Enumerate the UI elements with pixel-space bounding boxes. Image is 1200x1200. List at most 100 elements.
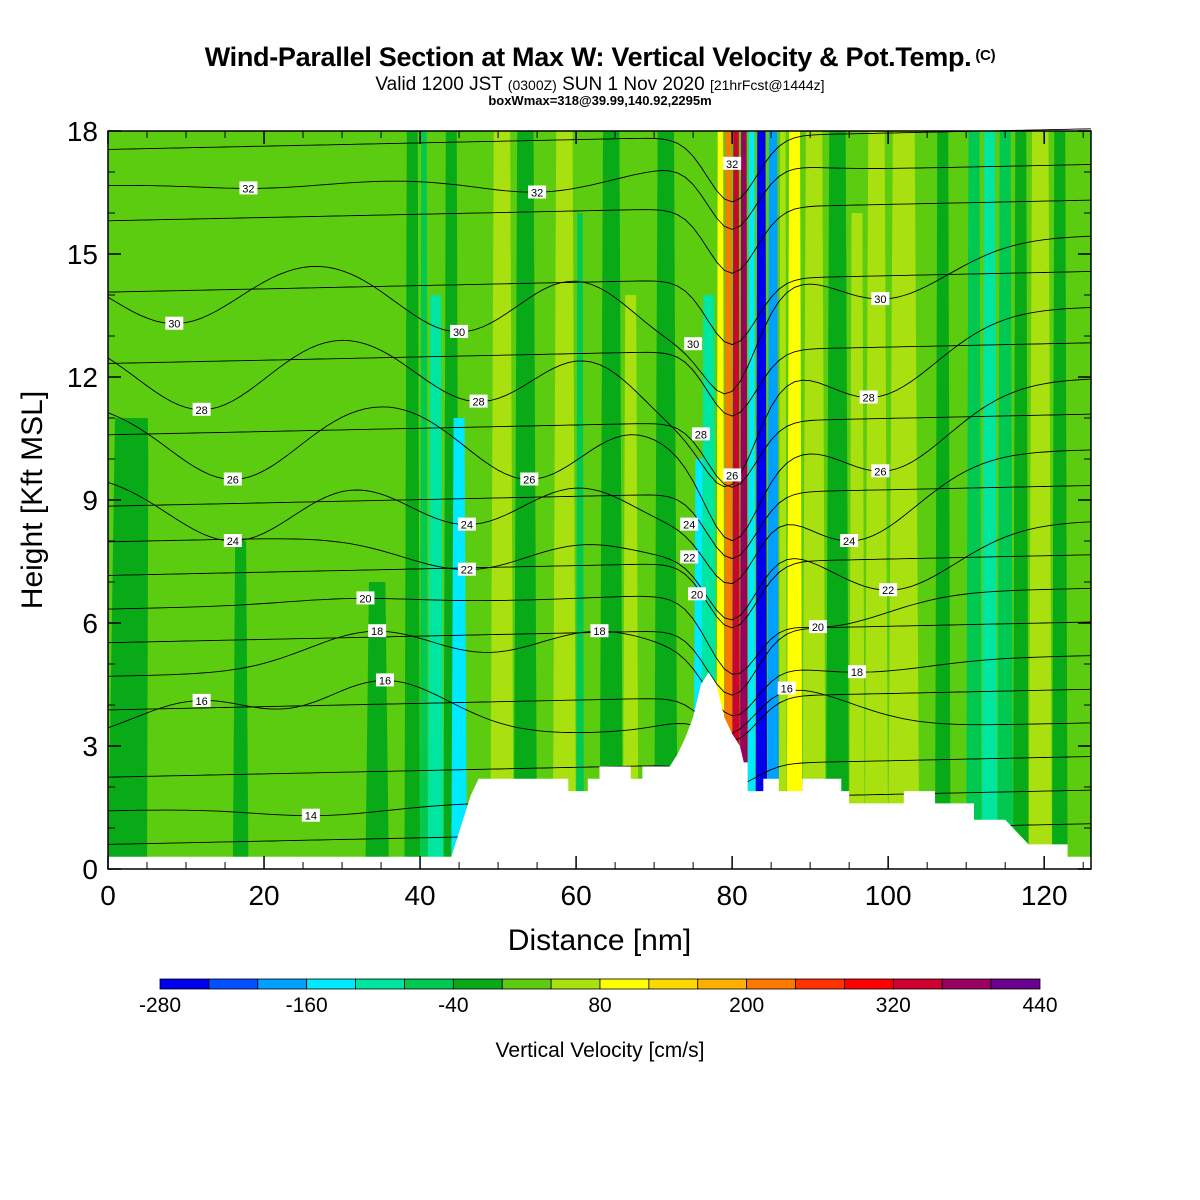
theta-contour-24 xyxy=(107,449,1092,585)
velocity-band-21 xyxy=(732,131,740,869)
colorbar-swatch-0 xyxy=(159,978,210,990)
velocity-band-15 xyxy=(622,295,639,869)
contour-label-9: 28 xyxy=(691,427,710,441)
contour-label-19: 22 xyxy=(457,562,476,577)
colorbar-swatch-8 xyxy=(550,978,601,990)
velocity-band-9 xyxy=(490,131,514,869)
velocity-band-6 xyxy=(427,295,444,869)
contour-label-26: 18 xyxy=(590,624,609,638)
theta-contour-23 xyxy=(107,485,1092,560)
colorbar-swatch-11 xyxy=(697,978,748,990)
colorbar-label-4: 200 xyxy=(729,994,764,1017)
contour-label-31: 14 xyxy=(301,808,320,823)
velocity-band-35 xyxy=(981,131,998,869)
colorbar-swatch-16 xyxy=(941,978,992,990)
contour-label-text: 32 xyxy=(726,159,738,171)
contour-label-29: 16 xyxy=(375,673,394,687)
velocity-band-22 xyxy=(739,131,748,869)
x-tick-label-6: 120 xyxy=(1021,880,1068,911)
subtitle-forecast: [21hrFcst@1444z] xyxy=(709,77,825,93)
y-tick-label-2: 6 xyxy=(82,608,98,639)
contour-label-box xyxy=(691,427,710,441)
velocity-band-38 xyxy=(1028,131,1052,869)
theta-contour-32 xyxy=(107,164,1092,230)
velocity-band-1 xyxy=(147,131,163,869)
contour-label-text: 26 xyxy=(227,475,239,487)
contour-label-text: 32 xyxy=(531,188,543,200)
subtitle-utc: (0300Z) xyxy=(507,77,557,93)
contour-label-text: 16 xyxy=(781,684,793,696)
velocity-band-12 xyxy=(552,131,577,869)
theta-contour-30 xyxy=(107,235,1092,395)
colorbar-label-6: 440 xyxy=(1022,994,1057,1017)
contour-label-box xyxy=(808,620,827,634)
contour-label-4: 30 xyxy=(450,324,469,339)
contour-label-box xyxy=(859,390,878,404)
contour-label-text: 30 xyxy=(453,327,465,339)
velocity-band-19 xyxy=(716,131,725,869)
contour-label-box xyxy=(301,808,320,822)
contour-label-17: 24 xyxy=(680,517,699,532)
colorbar-swatch-15 xyxy=(892,978,943,990)
contour-label-text: 18 xyxy=(371,626,383,638)
colorbar-swatch-2 xyxy=(257,978,308,990)
theta-contour-31 xyxy=(107,199,1092,274)
contour-label-box xyxy=(879,583,898,597)
theta-contour-21 xyxy=(107,554,1092,629)
contour-label-box xyxy=(840,534,859,547)
y-tick-label-5: 15 xyxy=(67,239,98,270)
velocity-band-5 xyxy=(420,131,428,869)
contour-label-21: 22 xyxy=(879,583,898,597)
colorbar-title: Vertical Velocity [cm/s] xyxy=(496,1039,705,1062)
x-tick-label-0: 0 xyxy=(100,880,116,911)
contour-label-box xyxy=(871,292,890,306)
contour-label-box xyxy=(368,624,387,638)
x-tick-label-5: 100 xyxy=(865,880,912,911)
contour-label-text: 18 xyxy=(851,667,863,679)
contour-label-box xyxy=(871,464,890,478)
contour-label-0: 32 xyxy=(239,181,258,195)
theta-contour-17 xyxy=(107,688,1092,741)
x-axis-title: Distance [nm] xyxy=(508,924,691,957)
theta-contour-27 xyxy=(107,342,1092,417)
contour-label-27: 18 xyxy=(847,665,866,679)
contour-label-box xyxy=(223,534,242,547)
contour-label-box xyxy=(680,550,699,564)
axes: 0 20 40 60 80 100 120 0 3 6 9 12 15 18 Distance [nm] He… xyxy=(16,116,1092,957)
theta-contour-28 xyxy=(107,307,1092,488)
contour-label-text: 28 xyxy=(695,429,707,441)
theta-contour-16 xyxy=(107,680,1092,736)
contour-label-14: 26 xyxy=(871,464,890,478)
contour-label-text: 28 xyxy=(472,397,484,409)
contour-label-box xyxy=(457,517,476,531)
contour-label-box xyxy=(723,468,742,482)
velocity-band-8 xyxy=(451,418,467,869)
contour-label-text: 22 xyxy=(683,552,695,564)
contour-label-text: 32 xyxy=(242,183,254,195)
contour-label-text: 16 xyxy=(195,696,207,708)
contour-label-5: 30 xyxy=(684,337,703,351)
contour-label-text: 24 xyxy=(843,536,855,548)
y-tick-label-3: 9 xyxy=(82,485,98,516)
contour-label-7: 28 xyxy=(192,402,211,417)
colorbar-swatch-13 xyxy=(795,978,845,990)
contour-label-box xyxy=(520,472,539,486)
colorbar-swatch-4 xyxy=(355,978,405,990)
plot-background xyxy=(108,131,1091,869)
colorbar-label-0: -280 xyxy=(139,994,181,1017)
plot-fill xyxy=(108,131,1091,869)
contour-label-20: 22 xyxy=(680,550,699,564)
contour-label-box xyxy=(457,562,476,576)
contour-label-1: 32 xyxy=(528,185,547,200)
velocity-band-32 xyxy=(888,131,920,869)
velocity-band-31 xyxy=(864,131,889,869)
contour-label-13: 26 xyxy=(723,468,742,482)
velocity-band-39 xyxy=(1051,131,1068,869)
velocity-band-36 xyxy=(997,131,1013,869)
velocity-band-27 xyxy=(786,131,803,869)
y-axis-title: Height [Kft MSL] xyxy=(16,391,49,609)
contour-label-box xyxy=(239,181,258,195)
subtitle-date: SUN 1 Nov 2020 xyxy=(562,74,705,95)
contour-labels: 32 32 32 30 30 30 30 28 28 28 28 26 26 26 26 24 24 24 24 22… xyxy=(165,156,898,823)
contour-label-30: 16 xyxy=(777,681,796,696)
